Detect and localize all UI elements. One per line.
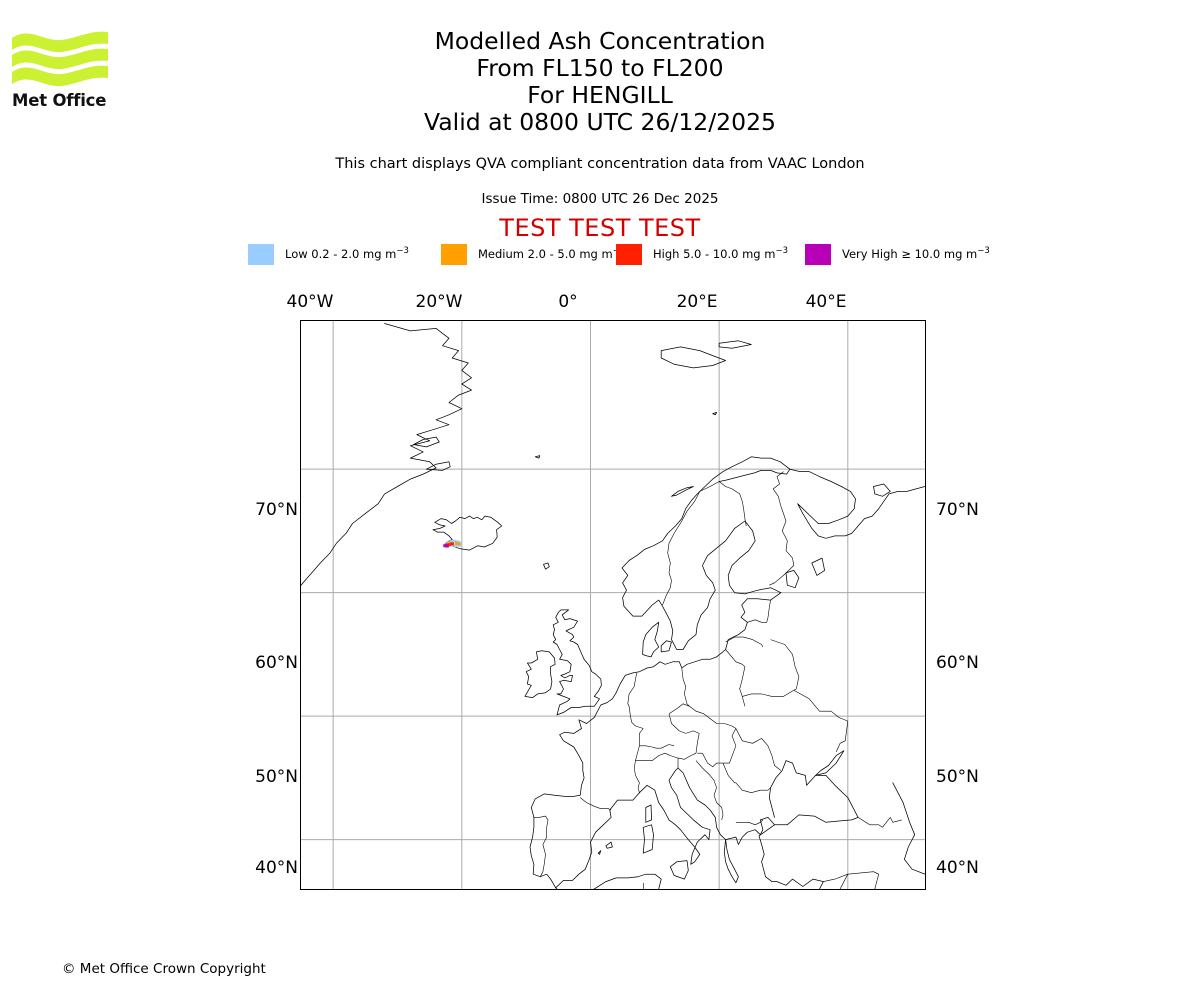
plume-cell-medium	[454, 541, 459, 545]
lon-label-top-2: 0°	[558, 292, 578, 312]
map-gridlines	[301, 321, 925, 889]
legend-text-medium: Medium 2.0 - 5.0 mg m	[478, 247, 613, 261]
title-line-1: Modelled Ash Concentration	[434, 27, 766, 55]
lon-label-top-0: 40°W	[286, 292, 334, 312]
map-coastlines	[301, 323, 925, 889]
plume-cell-low	[446, 541, 451, 545]
met-office-wordmark: Met Office	[12, 91, 107, 110]
met-office-wave-mark	[12, 31, 108, 87]
legend-entry-high: High 5.0 - 10.0 mg m−3	[616, 243, 788, 265]
plume-cell-high	[450, 542, 454, 546]
plume-cell-low	[458, 541, 463, 545]
lat-label-right-70n: 70°N	[936, 500, 979, 520]
plume-cell-low	[452, 539, 457, 543]
lat-label-left-40n: 40°N	[255, 858, 298, 878]
plume-cell-very-high	[445, 544, 449, 548]
legend-label-high: High 5.0 - 10.0 mg m−3	[653, 247, 788, 261]
legend-entry-very-high: Very High ≥ 10.0 mg m−3	[805, 243, 990, 265]
lon-label-top-1: 20°W	[415, 292, 463, 312]
plume-cell-low	[453, 544, 458, 548]
test-banner: TEST TEST TEST	[499, 214, 701, 242]
plume-cell-low	[449, 539, 454, 543]
legend-entry-medium: Medium 2.0 - 5.0 mg m−3	[441, 243, 625, 265]
plume-cell-very-high	[443, 544, 447, 548]
legend-swatch-high	[616, 243, 642, 265]
lat-label-right-60n: 60°N	[936, 653, 979, 673]
legend-swatch-very-high	[805, 243, 831, 265]
title-line-3: For HENGILL	[527, 81, 673, 109]
map-canvas	[301, 321, 925, 889]
met-office-logo: Met Office	[12, 28, 122, 113]
legend-label-low: Low 0.2 - 2.0 mg m−3	[285, 247, 409, 261]
legend-exponent-very-high: −3	[977, 246, 990, 257]
concentration-legend: Low 0.2 - 2.0 mg m−3 Medium 2.0 - 5.0 mg…	[248, 243, 990, 265]
copyright-notice: © Met Office Crown Copyright	[62, 961, 266, 977]
issue-time-label: Issue Time: 0800 UTC 26 Dec 2025	[481, 191, 719, 207]
ash-plume-overlay	[443, 539, 463, 548]
lon-label-top-3: 20°E	[676, 292, 718, 312]
lat-label-left-60n: 60°N	[255, 653, 298, 673]
legend-exponent-low: −3	[396, 246, 409, 257]
legend-swatch-low	[248, 243, 274, 265]
legend-exponent-high: −3	[775, 246, 788, 257]
lat-label-left-50n: 50°N	[255, 767, 298, 787]
title-line-4: Valid at 0800 UTC 26/12/2025	[424, 108, 776, 136]
legend-entry-low: Low 0.2 - 2.0 mg m−3	[248, 243, 409, 265]
legend-label-very-high: Very High ≥ 10.0 mg m−3	[842, 247, 990, 261]
map-country-borders	[533, 471, 902, 889]
lon-label-top-4: 40°E	[805, 292, 847, 312]
legend-text-very-high: Very High ≥ 10.0 mg m	[842, 247, 978, 261]
legend-swatch-medium	[441, 243, 467, 265]
ash-concentration-map[interactable]	[300, 320, 926, 890]
plume-cell-medium	[456, 542, 461, 546]
lat-label-right-40n: 40°N	[936, 858, 979, 878]
page-title: Modelled Ash Concentration From FL150 to…	[0, 28, 1200, 136]
plume-cell-high	[447, 543, 451, 547]
title-line-2: From FL150 to FL200	[476, 54, 724, 82]
legend-label-medium: Medium 2.0 - 5.0 mg m−3	[478, 247, 625, 261]
data-source-note: This chart displays QVA compliant concen…	[335, 156, 865, 172]
lat-label-right-50n: 50°N	[936, 767, 979, 787]
lat-label-left-70n: 70°N	[255, 500, 298, 520]
legend-text-low: Low 0.2 - 2.0 mg m	[285, 247, 397, 261]
legend-text-high: High 5.0 - 10.0 mg m	[653, 247, 776, 261]
